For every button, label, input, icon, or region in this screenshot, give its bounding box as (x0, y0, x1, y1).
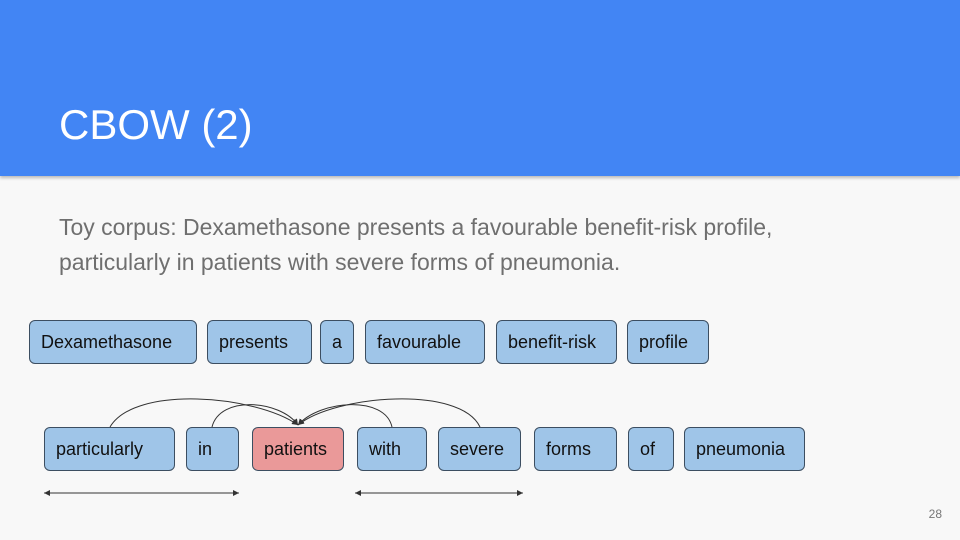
corpus-paragraph: Toy corpus: Dexamethasone presents a fav… (59, 214, 773, 275)
slide-title: CBOW (2) (59, 101, 253, 148)
token-particularly: particularly (44, 427, 175, 471)
token-profile: profile (627, 320, 709, 364)
arc-with-to-patients (297, 404, 393, 428)
token-dexamethasone: Dexamethasone (29, 320, 197, 364)
page-number: 28 (928, 507, 942, 521)
token-in: in (186, 427, 239, 471)
token-with: with (357, 427, 427, 471)
slide-header: CBOW (2) (0, 0, 960, 176)
arc-in-to-patients (211, 404, 299, 428)
token-benefit-risk: benefit-risk (496, 320, 617, 364)
token-pneumonia: pneumonia (684, 427, 805, 471)
token-favourable: favourable (365, 320, 485, 364)
arc-severe-to-patients (297, 398, 481, 428)
token-presents: presents (207, 320, 312, 364)
arc-particularly-to-patients (109, 398, 299, 428)
token-a: a (320, 320, 354, 364)
token-of: of (628, 427, 674, 471)
token-forms: forms (534, 427, 617, 471)
token-patients-target: patients (252, 427, 344, 471)
token-severe: severe (438, 427, 521, 471)
